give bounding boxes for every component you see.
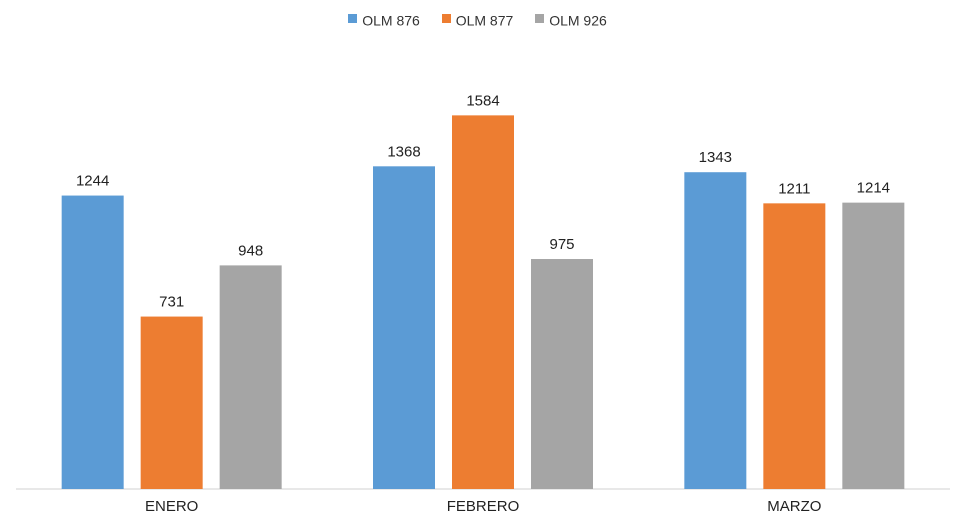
bar-olm-877-marzo [763,203,826,489]
bar-olm-876-enero [61,195,124,489]
x-tick-label-enero: ENERO [145,498,198,515]
bar-olm-926-febrero [531,259,593,489]
bar-olm-876-marzo [684,172,747,489]
bar-olm-876-febrero [373,166,435,490]
legend-swatch-olm-876 [348,14,358,24]
legend-item-olm-877: OLM 877 [441,11,514,28]
bar-olm-877-febrero [452,115,514,489]
legend-label-olm-877: OLM 877 [455,11,514,28]
data-label-olm-926-marzo: 1214 [857,180,890,197]
bar-olm-926-marzo [842,202,905,489]
data-label-olm-877-febrero: 1584 [466,92,499,109]
legend-label-olm-926: OLM 926 [549,11,607,28]
data-label-olm-876-enero: 1244 [76,173,109,190]
legend-label-olm-876: OLM 876 [362,11,420,28]
data-label-olm-876-marzo: 1343 [699,149,732,166]
legend-item-olm-876: OLM 876 [348,11,420,28]
legend-item-olm-926: OLM 926 [535,11,607,28]
data-label-olm-877-enero: 731 [159,294,184,311]
data-label-olm-877-marzo: 1211 [778,180,810,197]
x-tick-label-febrero: FEBRERO [447,498,520,515]
data-label-olm-926-febrero: 975 [549,236,574,253]
x-tick-label-marzo: MARZO [767,498,821,515]
chart-legend: OLM 876 OLM 877 OLM 926 [0,10,955,28]
legend-swatch-olm-926 [535,14,545,24]
data-label-olm-876-febrero: 1368 [387,143,420,160]
bar-olm-877-enero [140,316,203,489]
bar-olm-926-enero [219,265,282,489]
data-label-olm-926-enero: 948 [238,242,263,259]
legend-swatch-olm-877 [441,14,451,24]
